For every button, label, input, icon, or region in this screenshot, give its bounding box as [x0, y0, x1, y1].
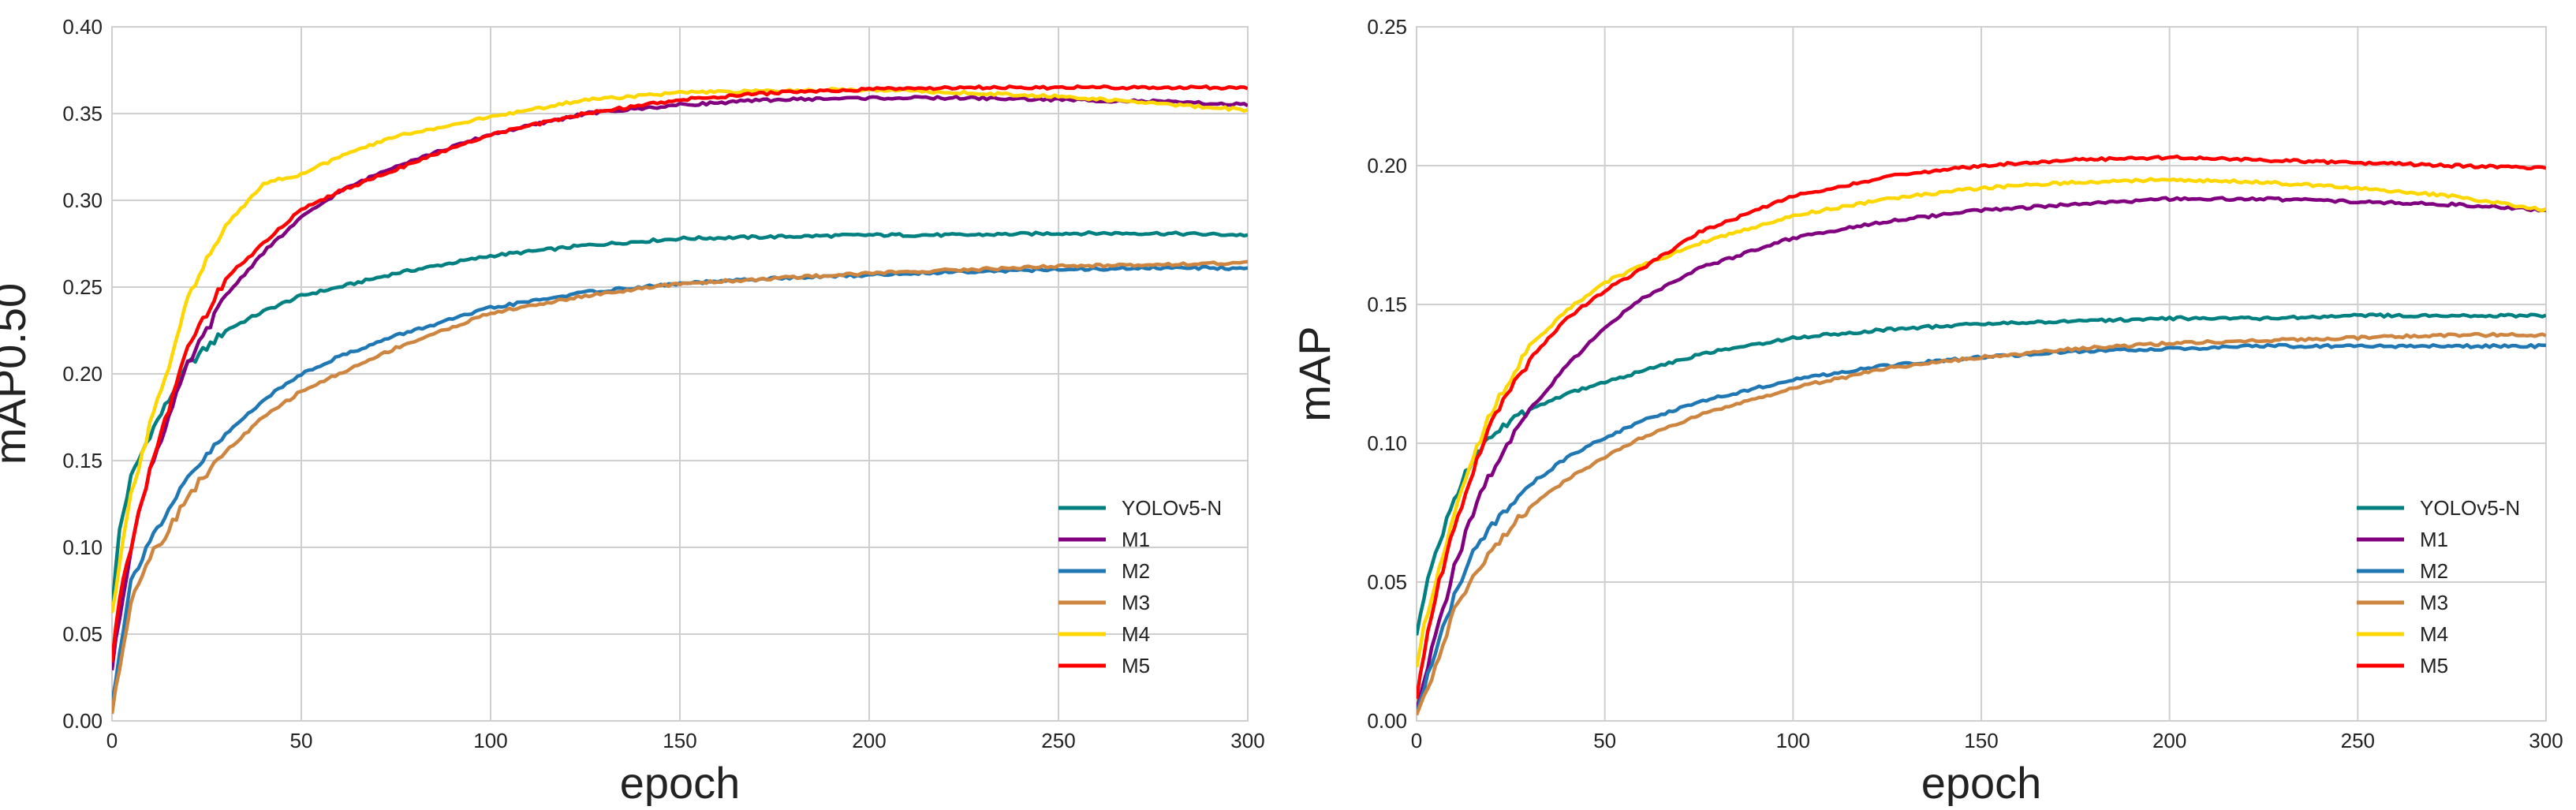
legend-label: M2 — [1122, 559, 1150, 583]
legend-label: YOLOv5-N — [2420, 496, 2520, 520]
chart-panel-map050: 0 50 100 150 200 250 300 0.00 0.05 0.10 0.15 0.20 0.… — [0, 15, 1265, 808]
y-tick-label: 0.35 — [62, 102, 103, 125]
legend-label: M2 — [2420, 559, 2448, 583]
x-tick-label: 150 — [1964, 729, 1998, 752]
chart-panel-map: 0 50 100 150 200 250 300 0.00 0.05 0.10 0.15 0.20 0.… — [1290, 15, 2563, 808]
y-tick-label: 0.20 — [1367, 154, 1407, 177]
series-line-m3 — [112, 259, 1248, 715]
legend-label: M4 — [2420, 622, 2448, 646]
series-line-m5 — [112, 84, 1248, 663]
plot-frame — [111, 26, 1249, 722]
y-tick-label: 0.10 — [1367, 431, 1407, 455]
y-tick-label: 0.25 — [62, 275, 103, 299]
y-tick-label: 0.30 — [62, 189, 103, 212]
series-line-m3 — [1417, 331, 2546, 716]
legend-label: M5 — [1122, 654, 1150, 677]
x-tick-label: 300 — [1230, 729, 1264, 752]
series-line-yolov5-n — [112, 230, 1248, 611]
series-line-m4 — [1417, 177, 2546, 668]
y-tick-label: 0.15 — [62, 449, 103, 472]
legend: YOLOv5-N M1 M2 M3 M4 M5 — [2357, 496, 2520, 677]
plot-frame — [1416, 26, 2547, 722]
y-tick-label: 0.15 — [1367, 293, 1407, 316]
x-axis-label: epoch — [1921, 758, 2042, 806]
legend-label: M4 — [1122, 622, 1150, 646]
x-tick-label: 50 — [290, 729, 313, 752]
y-axis-label: mAP — [1290, 326, 1339, 421]
x-tick-label: 50 — [1593, 729, 1616, 752]
x-tick-label: 200 — [852, 729, 886, 752]
legend-label: M3 — [1122, 591, 1150, 614]
legend: YOLOv5-N M1 M2 M3 M4 M5 — [1058, 496, 1222, 677]
y-axis-label: mAP0.50 — [0, 283, 35, 465]
series-lines — [112, 84, 1248, 715]
y-tick-label: 0.40 — [62, 15, 103, 39]
x-tick-label: 100 — [473, 729, 507, 752]
y-tick-label: 0.00 — [62, 709, 103, 733]
series-line-m1 — [1417, 196, 2546, 711]
y-tick-label: 0.25 — [1367, 15, 1407, 39]
x-tick-label: 250 — [1041, 729, 1075, 752]
legend-label: M1 — [1122, 528, 1150, 551]
x-tick-label: 0 — [106, 729, 118, 752]
y-tick-label: 0.05 — [1367, 570, 1407, 594]
series-line-yolov5-n — [1417, 312, 2546, 636]
series-lines — [1417, 154, 2546, 716]
legend-label: M1 — [2420, 528, 2448, 551]
x-tick-label: 0 — [1411, 729, 1422, 752]
x-tick-label: 150 — [663, 729, 696, 752]
y-tick-label: 0.05 — [62, 622, 103, 646]
x-axis-label: epoch — [620, 758, 741, 806]
y-tick-label: 0.10 — [62, 536, 103, 559]
legend-label: M3 — [2420, 591, 2448, 614]
x-tick-label: 200 — [2152, 729, 2186, 752]
series-line-m5 — [1417, 154, 2546, 700]
y-tick-label: 0.00 — [1367, 709, 1407, 733]
x-tick-label: 300 — [2529, 729, 2563, 752]
series-line-m4 — [112, 87, 1248, 614]
x-tick-label: 100 — [1776, 729, 1810, 752]
y-tick-label: 0.20 — [62, 362, 103, 386]
legend-label: M5 — [2420, 654, 2448, 677]
legend-label: YOLOv5-N — [1122, 496, 1222, 520]
x-tick-label: 250 — [2341, 729, 2375, 752]
